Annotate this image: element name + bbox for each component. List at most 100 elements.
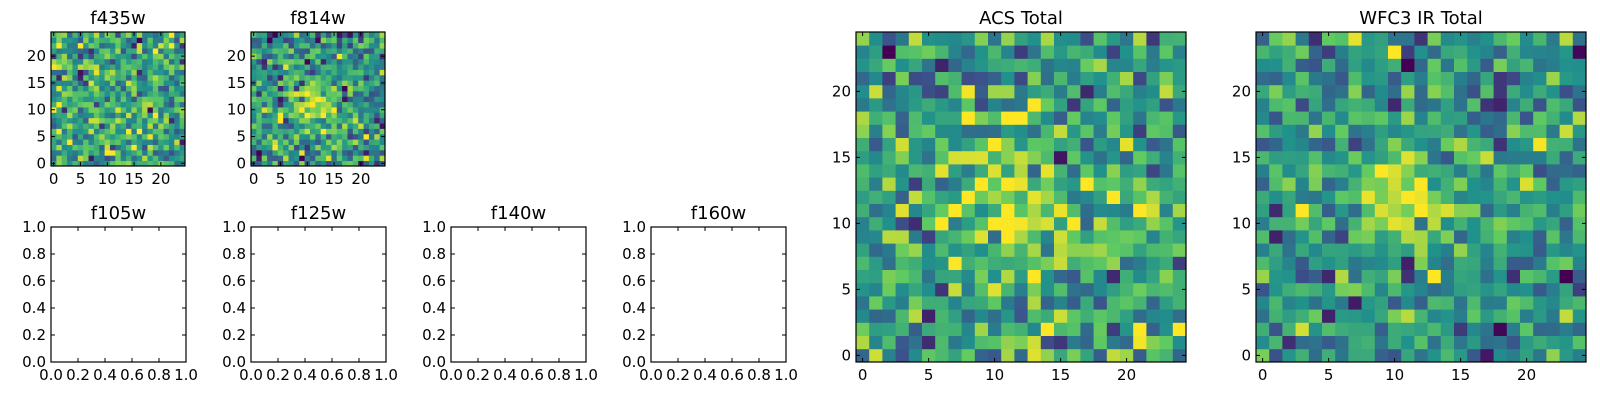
heatmap-cell (374, 90, 381, 97)
x-tick-label: 0.4 (293, 366, 317, 384)
heatmap-cell (179, 74, 186, 81)
heatmap-cell (347, 69, 354, 76)
heatmap-cell (856, 58, 870, 72)
heatmap-cell (179, 101, 186, 108)
heatmap-cell (320, 128, 327, 135)
heatmap-cell (856, 309, 870, 323)
heatmap-cell (856, 150, 870, 165)
heatmap-cell (1348, 150, 1362, 165)
heatmap-cell (163, 107, 170, 113)
heatmap-cell (1440, 71, 1455, 86)
heatmap-cell (922, 309, 936, 323)
heatmap-cell (908, 71, 923, 86)
heatmap-cell (1014, 111, 1028, 125)
heatmap-cell (869, 203, 883, 218)
heatmap-cell (363, 90, 370, 97)
heatmap-cell (1572, 269, 1587, 284)
heatmap-cell (1001, 124, 1015, 138)
heatmap-cell (1133, 45, 1147, 59)
heatmap-cell (1546, 111, 1560, 125)
heatmap-cell (1335, 84, 1349, 99)
heatmap-cell (882, 282, 896, 297)
heatmap-cell (1295, 45, 1310, 59)
heatmap-cell (1480, 71, 1494, 86)
heatmap-cell (99, 107, 105, 113)
heatmap-cell (1308, 71, 1323, 86)
heatmap-cell (109, 69, 116, 76)
heatmap-cell (158, 85, 164, 92)
heatmap-cell (283, 160, 289, 167)
heatmap-cell (88, 128, 95, 135)
y-tick-label: 15 (832, 148, 851, 166)
heatmap-cell (922, 322, 936, 336)
heatmap-cell (93, 128, 100, 135)
heatmap-cell (131, 128, 138, 135)
heatmap-cell (1269, 177, 1283, 191)
heatmap-cell (1054, 32, 1068, 46)
heatmap-cell (908, 269, 923, 284)
heatmap-cell (1256, 45, 1270, 59)
heatmap-cell (256, 133, 263, 140)
heatmap-cell (363, 96, 370, 103)
heatmap-cell (1120, 348, 1134, 363)
heatmap-cell (304, 101, 311, 108)
heatmap-cell (1146, 348, 1160, 363)
heatmap-cell (147, 139, 154, 145)
heatmap-cell (126, 85, 132, 92)
panel-title: f160w (691, 203, 746, 224)
heatmap-cell (168, 48, 175, 54)
y-tick-label: 0 (236, 154, 246, 172)
heatmap-cell (1308, 164, 1323, 178)
heatmap-cell (368, 117, 375, 124)
heatmap-cell (267, 101, 273, 108)
heatmap-cell (935, 32, 949, 46)
heatmap-cell (309, 133, 316, 140)
heatmap-cell (1388, 230, 1402, 244)
heatmap-cell (152, 101, 159, 108)
heatmap-cell (336, 64, 343, 70)
heatmap-cell (126, 133, 132, 140)
heatmap-cell (272, 96, 279, 103)
heatmap-cell (315, 53, 322, 60)
heatmap-cell (882, 111, 896, 125)
y-tick-label: 20 (1232, 82, 1251, 100)
heatmap-cell (56, 139, 63, 145)
heatmap-cell (136, 74, 143, 81)
heatmap-cell (1506, 98, 1521, 112)
heatmap-cell (882, 164, 896, 178)
heatmap-cell (352, 74, 359, 81)
y-tick-label: 0.4 (22, 299, 46, 317)
heatmap-cell (1256, 32, 1270, 46)
heatmap-cell (72, 107, 79, 113)
heatmap-cell (152, 133, 159, 140)
heatmap-cell (1467, 335, 1481, 350)
heatmap-cell (1533, 190, 1547, 204)
heatmap-cell (374, 85, 381, 92)
heatmap-cell (304, 37, 311, 44)
heatmap-cell (895, 322, 910, 336)
heatmap-cell (1454, 164, 1468, 178)
heatmap-cell (304, 53, 311, 60)
heatmap-cell (174, 139, 181, 145)
heatmap-cell (1348, 124, 1362, 138)
heatmap-cell (1295, 230, 1310, 244)
heatmap-cell (309, 69, 316, 76)
heatmap-cell (1080, 296, 1094, 310)
heatmap-cell (1146, 203, 1160, 218)
heatmap-cell (1172, 282, 1187, 297)
heatmap-cell (1401, 71, 1415, 86)
heatmap-cell (152, 37, 159, 44)
heatmap-cell (1335, 98, 1349, 112)
heatmap-cell (288, 48, 295, 54)
heatmap-cell (988, 203, 1002, 218)
heatmap-cell (261, 160, 268, 167)
heatmap-cell (1014, 71, 1028, 86)
heatmap-cell (1027, 256, 1042, 270)
heatmap-cell (1133, 335, 1147, 350)
y-tick-label: 15 (1232, 148, 1251, 166)
heatmap-cell (869, 164, 883, 178)
heatmap-cell (256, 64, 263, 70)
heatmap-cell (1054, 84, 1068, 99)
heatmap-cell (168, 96, 175, 103)
